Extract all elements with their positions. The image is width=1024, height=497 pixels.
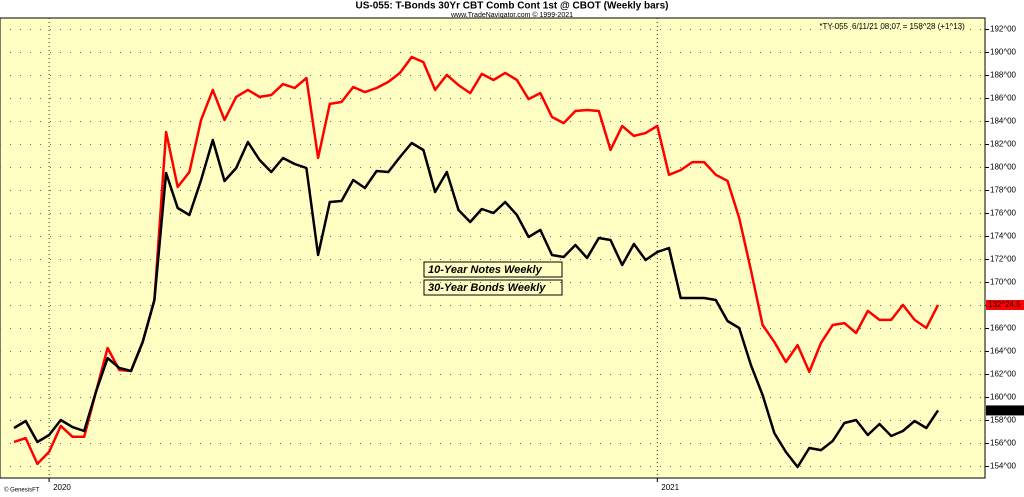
series-line [13,55,940,466]
y-tick-label: 164^00 [990,347,1017,356]
y-tick-label: 170^00 [990,278,1017,287]
y-tick-label: 186^00 [990,94,1017,103]
y-tick-label: 188^00 [990,71,1017,80]
value-label: 132^24.5 [988,300,1021,309]
y-tick-label: 176^00 [990,209,1017,218]
legend-box [423,279,563,296]
series-line [13,138,940,469]
legend-box [423,261,563,278]
value-label: 158^28 [988,406,1015,415]
info-quote: 6/11/21 08:07 = 158^28 (+1^13) [852,22,965,31]
y-tick-label: 160^00 [990,393,1017,402]
y-tick-label: 192^00 [990,25,1017,34]
legend: 10-Year Notes Weekly 30-Year Bonds Weekly [423,261,563,296]
y-tick-label: 158^00 [990,416,1017,425]
y-tick-label: 182^00 [990,140,1017,149]
value-label-box [986,405,1024,416]
y-tick-label: 180^00 [990,163,1017,172]
info-symbol: *TY-055 [819,22,848,31]
y-tick-label: 174^00 [990,232,1017,241]
y-tick-label: 184^00 [990,117,1017,126]
credit: © GenesisFT [4,487,40,494]
y-tick-label: 162^00 [990,370,1017,379]
legend-label: 10-Year Notes Weekly [428,264,543,276]
y-tick-label: 172^00 [990,255,1017,264]
y-tick-label: 154^00 [990,462,1017,471]
chart-title: US-055: T-Bonds 30Yr CBT Comb Cont 1st @… [356,1,669,12]
x-tick-label: 2021 [661,483,679,492]
y-tick-label: 178^00 [990,186,1017,195]
y-tick-label: 190^00 [990,48,1017,57]
value-label-box [986,299,1024,310]
y-tick-label: 156^00 [990,439,1017,448]
chart-subtitle: www.TradeNavigator.com © 1999-2021 [450,11,573,19]
plot-area [0,17,986,479]
x-tick-label: 2020 [53,483,71,492]
legend-label: 30-Year Bonds Weekly [428,282,546,294]
y-tick-label: 166^00 [990,324,1017,333]
